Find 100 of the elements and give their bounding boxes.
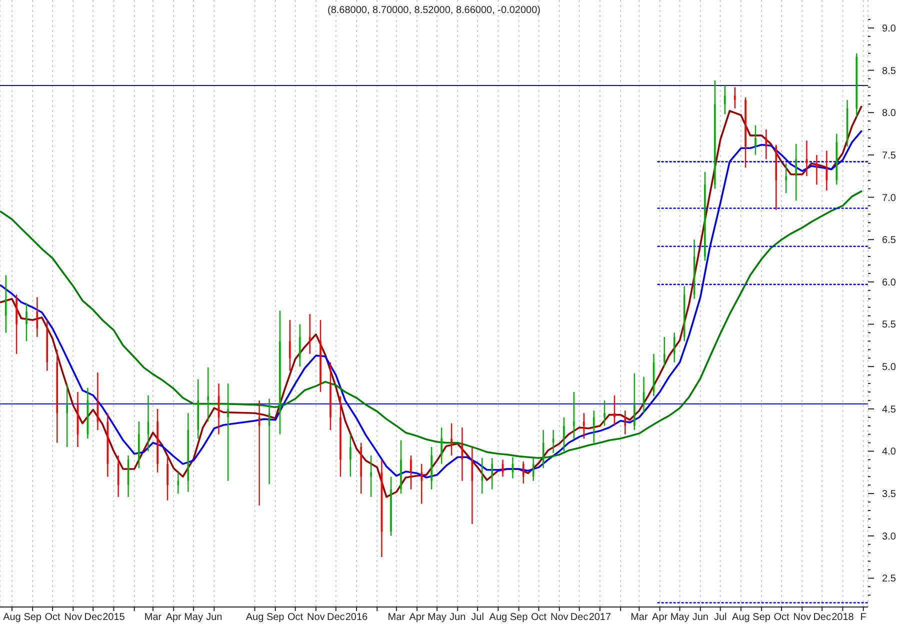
candlestick — [471, 446, 474, 525]
x-tick-label: Jun — [450, 612, 466, 623]
candlestick — [785, 162, 787, 194]
candlestick — [604, 400, 606, 426]
y-tick-label: 6.5 — [882, 235, 896, 246]
x-tick-label: Dec — [813, 612, 832, 623]
candlestick — [614, 394, 616, 426]
y-tick-label: 7.0 — [882, 192, 896, 204]
y-tick-label: 4.5 — [882, 404, 896, 416]
x-tick-label: Mar — [388, 612, 406, 623]
candlestick — [491, 457, 493, 490]
x-tick-label: Apr — [166, 612, 182, 623]
candlestick — [340, 396, 342, 478]
candlestick — [573, 391, 575, 440]
x-tick-label: Nov — [307, 612, 325, 623]
candlestick — [400, 440, 402, 494]
candlestick — [450, 422, 452, 456]
x-tick-label: Apr — [652, 612, 668, 623]
candlestick — [582, 412, 585, 440]
x-tick-label: 2017 — [588, 612, 612, 623]
candlestick — [36, 296, 38, 338]
candlestick — [552, 429, 554, 454]
x-tick-label: Jun — [206, 612, 222, 623]
y-tick-label: 3.0 — [882, 531, 896, 542]
x-tick-label: Oct — [530, 612, 547, 623]
x-tick-label: Jul — [714, 612, 727, 623]
candlestick — [26, 302, 28, 342]
candlestick — [350, 434, 352, 478]
x-tick-label: Dec — [84, 612, 102, 623]
candlestick — [806, 140, 808, 177]
candlestick — [754, 124, 756, 156]
candlestick — [156, 408, 158, 473]
y-tick-label: 8.5 — [882, 66, 896, 77]
candlestick — [634, 372, 636, 431]
y-tick-label: 9.0 — [882, 23, 896, 34]
candlestick — [66, 382, 68, 448]
x-tick-label: 2016 — [345, 612, 368, 623]
candlestick — [563, 416, 565, 452]
x-tick-label: Oct — [44, 612, 61, 623]
candlestick — [138, 421, 140, 469]
candlestick — [481, 457, 484, 494]
candlestick — [592, 410, 595, 444]
candlestick — [714, 80, 716, 190]
x-tick-label: Aug — [732, 612, 750, 623]
candlestick — [166, 454, 168, 501]
candlestick — [430, 446, 432, 490]
y-tick-label: 8.0 — [882, 108, 896, 120]
y-tick-label: 5.0 — [882, 362, 896, 374]
x-tick-label: Sep — [266, 612, 285, 623]
candlestick — [765, 128, 768, 160]
x-tick-label: Apr — [409, 612, 426, 623]
candlestick — [624, 410, 626, 435]
y-tick-label: 3.5 — [882, 489, 896, 500]
x-tick-label: Oct — [288, 612, 304, 623]
x-tick-label: May — [670, 612, 690, 623]
x-tick-label: Aug — [489, 612, 508, 623]
candlestick — [320, 319, 322, 393]
line-series — [0, 190, 862, 459]
y-tick-label: 2.5 — [882, 574, 896, 585]
candlestick — [440, 426, 442, 465]
x-tick-label: Sep — [752, 612, 771, 623]
x-tick-label: Mar — [144, 612, 162, 623]
text: (8.68000, 8.70000, 8.52000, 8.66000, -0.02000) — [326, 5, 542, 17]
x-tick-label: Dec — [326, 612, 345, 623]
x-tick-label: Jun — [692, 612, 708, 623]
x-tick-label: Oct — [774, 612, 790, 623]
candlestick — [704, 171, 706, 262]
y-tick-label: 4.0 — [882, 446, 896, 458]
candlestick — [4, 274, 7, 334]
x-tick-label: Sep — [510, 612, 528, 623]
candlestick — [734, 86, 736, 109]
candlestick — [207, 366, 209, 422]
x-tick-label: Nov — [550, 612, 568, 623]
x-tick-label: Nov — [793, 612, 812, 623]
x-tick-label: May — [428, 612, 446, 623]
x-tick-label: F — [860, 612, 866, 623]
x-tick-label: Aug — [3, 612, 21, 623]
x-tick-label: Sep — [24, 612, 42, 623]
candlestick — [227, 382, 229, 482]
x-tick-label: Aug — [246, 612, 264, 623]
x-tick-label: Nov — [64, 612, 82, 623]
candlestick — [724, 84, 726, 115]
candlestick — [795, 143, 797, 202]
candlestick — [298, 324, 301, 368]
x-tick-label: Mar — [630, 612, 648, 623]
candlestick — [390, 476, 392, 536]
candlestick — [420, 463, 422, 504]
candlestick — [663, 336, 666, 368]
x-tick-label: Dec — [570, 612, 588, 623]
y-tick-label: 6.0 — [882, 277, 896, 288]
candlestick — [279, 310, 281, 435]
candlestick — [370, 454, 372, 498]
candlestick — [744, 96, 746, 168]
y-tick-label: 5.5 — [882, 320, 896, 331]
candlestick — [360, 442, 362, 494]
candlestick — [522, 460, 524, 484]
candlestick — [330, 362, 332, 431]
candlestick — [410, 454, 412, 490]
candlestick — [16, 294, 18, 354]
x-tick-label: 2015 — [102, 612, 126, 623]
